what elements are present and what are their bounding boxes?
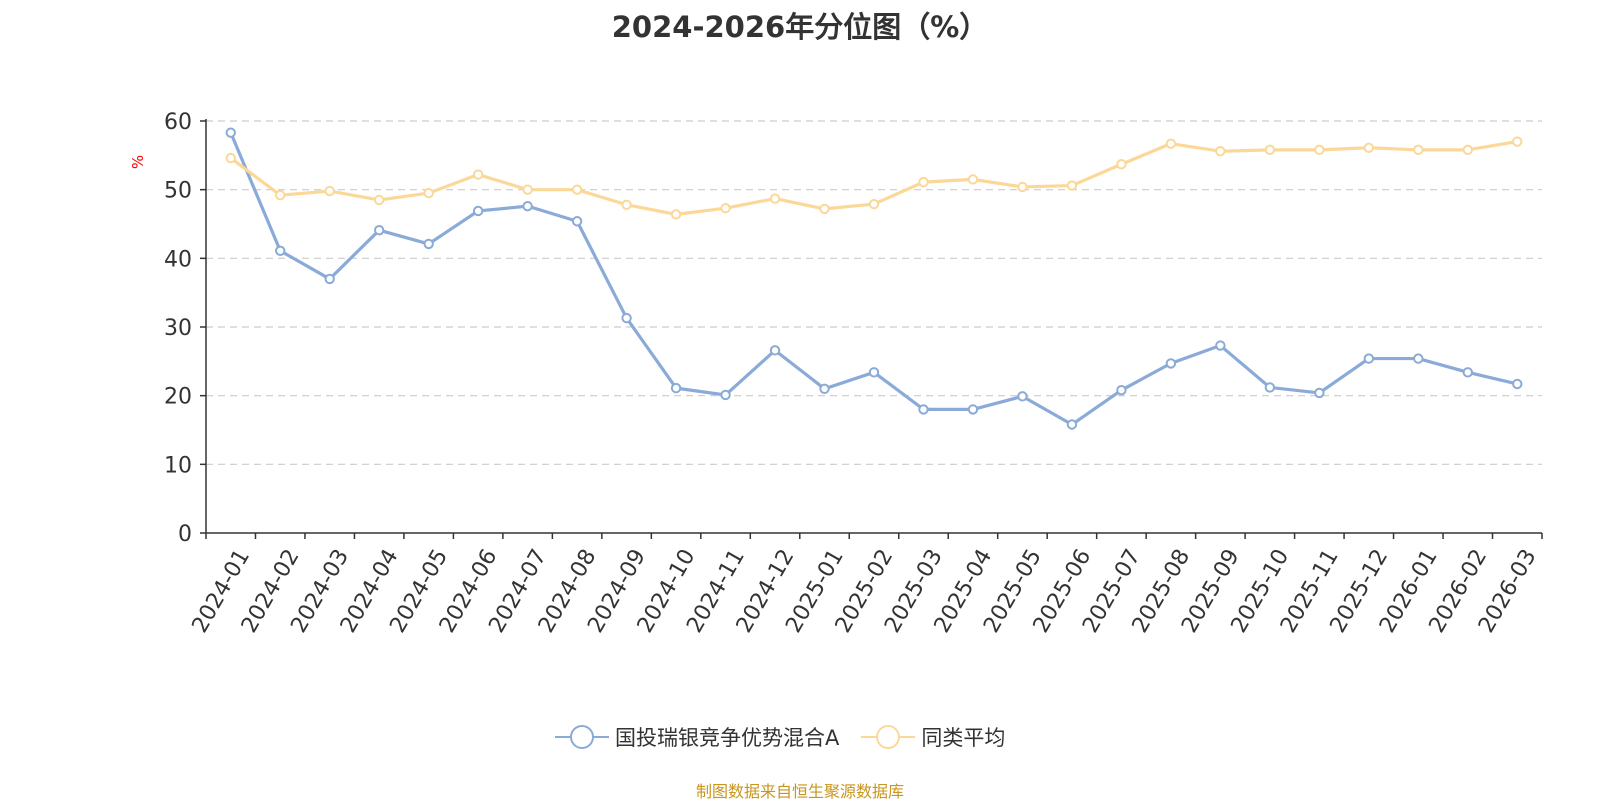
y-tick-label: 20 (164, 385, 192, 410)
data-point (1314, 144, 1325, 156)
data-point (769, 345, 781, 356)
data-point (1462, 144, 1473, 156)
data-point (1116, 159, 1127, 170)
y-tick-label: 50 (164, 179, 192, 204)
data-point (1165, 138, 1177, 149)
data-point (1066, 419, 1078, 430)
data-point (571, 216, 583, 227)
data-point (1264, 144, 1276, 156)
data-point (324, 185, 335, 197)
y-tick-label: 0 (178, 522, 192, 547)
data-point (1413, 144, 1424, 156)
data-point (571, 184, 583, 195)
grid-lines (206, 120, 1542, 465)
data-point (1462, 367, 1473, 378)
legend-label-peer-average: 同类平均 (921, 726, 1006, 750)
data-point (1066, 180, 1078, 191)
data-point (1215, 340, 1226, 351)
data-point (1314, 387, 1325, 399)
data-point (373, 194, 385, 206)
chart-title: 2024-2026年分位图（%） (611, 10, 989, 44)
data-point (1512, 378, 1523, 390)
data-point (621, 199, 632, 210)
data-point (472, 205, 484, 217)
y-tick-label: 40 (164, 247, 192, 272)
legend-label-fund: 国投瑞银竞争优势混合A (615, 726, 840, 750)
data-point (868, 367, 880, 378)
data-point (918, 176, 929, 188)
source-note: 制图数据来自恒生聚源数据库 (695, 782, 904, 801)
data-point (423, 238, 434, 250)
series-0 (225, 127, 1523, 430)
data-point (1363, 142, 1375, 153)
data-point (275, 189, 286, 201)
series-lines (225, 127, 1523, 430)
data-point (472, 169, 484, 180)
data-point (967, 404, 979, 415)
data-point (1017, 391, 1028, 402)
y-axis-unit-label: % (129, 155, 147, 169)
legend-item-fund[interactable]: 国投瑞银竞争优势混合A (555, 722, 839, 752)
data-point (1264, 382, 1276, 393)
data-point (1116, 384, 1127, 396)
data-point (819, 203, 830, 215)
legend-marker-peer-icon (861, 725, 916, 749)
data-point (967, 174, 979, 185)
data-point (670, 209, 682, 220)
data-point (918, 404, 929, 415)
data-point (868, 198, 880, 210)
legend-item-peer-average[interactable]: 同类平均 (861, 722, 1005, 752)
y-tick-label: 10 (164, 453, 192, 478)
data-point (720, 203, 731, 214)
data-point (423, 187, 434, 199)
data-point (769, 193, 781, 204)
data-point (225, 127, 236, 138)
data-point (621, 312, 632, 324)
data-point (1017, 181, 1028, 193)
y-tick-label: 60 (164, 110, 192, 135)
series-1 (225, 136, 1523, 220)
data-point (225, 152, 236, 164)
legend-marker-fund-icon (555, 725, 609, 749)
data-point (324, 273, 335, 285)
data-point (1363, 353, 1375, 364)
data-point (720, 389, 731, 401)
data-point (275, 245, 286, 256)
series-line (229, 132, 1518, 427)
data-point (1512, 136, 1523, 147)
data-point (522, 200, 533, 212)
data-point (1165, 358, 1177, 369)
data-point (670, 382, 682, 394)
data-point (1215, 146, 1226, 157)
data-point (373, 224, 385, 236)
data-point (819, 383, 830, 394)
data-point (1413, 353, 1424, 364)
y-tick-label: 30 (164, 316, 192, 341)
data-point (522, 184, 533, 195)
